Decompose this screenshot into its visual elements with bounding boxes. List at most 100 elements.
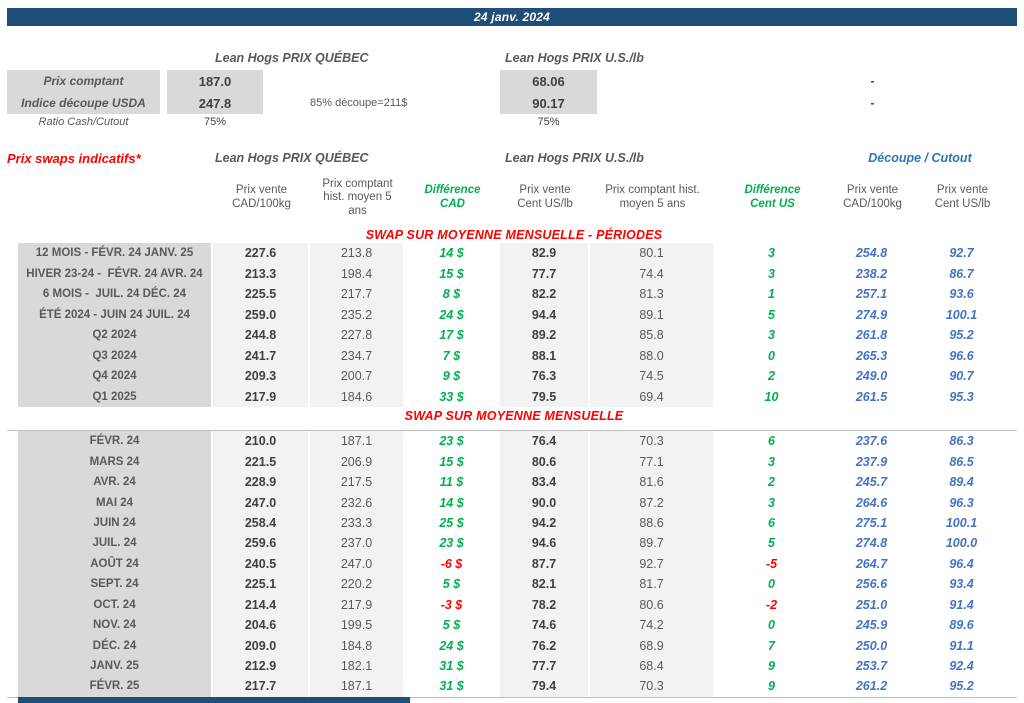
cutout-us: 100.1 bbox=[915, 512, 1010, 534]
difference-cad: 24 $ bbox=[405, 304, 500, 325]
us-prix-vente: 79.5 bbox=[500, 386, 590, 407]
cutout-cad: 261.8 bbox=[830, 325, 915, 346]
cutout-us: 95.2 bbox=[915, 676, 1010, 697]
decoupe-note: 85% découpe=211$ bbox=[310, 97, 408, 109]
qc-hist-moyen: 213.8 bbox=[310, 243, 405, 264]
prix-comptant-qc-value: 187.0 bbox=[167, 70, 263, 92]
bottom-section-bar bbox=[18, 697, 410, 703]
difference-us: 9 bbox=[715, 676, 830, 697]
us-hist-moyen: 68.4 bbox=[590, 655, 715, 677]
difference-cad: 9 $ bbox=[405, 366, 500, 387]
monthly-section-title: SWAP SUR MOYENNE MENSUELLE bbox=[404, 409, 624, 423]
qc-prix-vente: 240.5 bbox=[213, 553, 310, 575]
row-label: MARS 24 bbox=[18, 451, 213, 472]
us-prix-vente: 74.6 bbox=[500, 614, 590, 636]
us-hist-moyen: 85.8 bbox=[590, 325, 715, 346]
us-hist-moyen: 89.1 bbox=[590, 304, 715, 325]
row-label: FÉVR. 25 bbox=[18, 676, 213, 697]
top-us-header: Lean Hogs PRIX U.S./lb bbox=[505, 51, 644, 65]
row-label: JUIL. 24 bbox=[18, 533, 213, 554]
difference-cad: -6 $ bbox=[405, 553, 500, 575]
row-label: NOV. 24 bbox=[18, 614, 213, 636]
difference-us: 3 bbox=[715, 263, 830, 284]
difference-cad: 5 $ bbox=[405, 574, 500, 595]
row-label: ÉTÉ 2024 - JUIN 24 JUIL. 24 bbox=[18, 304, 213, 325]
qc-hist-moyen: 200.7 bbox=[310, 366, 405, 387]
row-label: Q3 2024 bbox=[18, 345, 213, 366]
qc-prix-vente: 247.0 bbox=[213, 492, 310, 513]
qc-hist-moyen: 220.2 bbox=[310, 574, 405, 595]
us-prix-vente: 78.2 bbox=[500, 594, 590, 615]
us-hist-moyen: 69.4 bbox=[590, 386, 715, 407]
difference-us: 3 bbox=[715, 243, 830, 264]
qc-prix-vente: 209.0 bbox=[213, 635, 310, 656]
us-prix-vente: 89.2 bbox=[500, 325, 590, 346]
difference-cad: 31 $ bbox=[405, 676, 500, 697]
qc-hist-moyen: 227.8 bbox=[310, 325, 405, 346]
cutout-cad: 274.8 bbox=[830, 533, 915, 554]
qc-hist-moyen: 182.1 bbox=[310, 655, 405, 677]
difference-us: 1 bbox=[715, 284, 830, 305]
qc-prix-vente: 244.8 bbox=[213, 325, 310, 346]
us-prix-vente: 76.2 bbox=[500, 635, 590, 656]
row-label: Q2 2024 bbox=[18, 325, 213, 346]
cutout-cad: 275.1 bbox=[830, 512, 915, 534]
difference-us: 0 bbox=[715, 614, 830, 636]
cutout-cad: 257.1 bbox=[830, 284, 915, 305]
cutout-us: 92.7 bbox=[915, 243, 1010, 264]
row-label: JANV. 25 bbox=[18, 655, 213, 677]
qc-prix-vente: 217.9 bbox=[213, 386, 310, 407]
difference-us: 5 bbox=[715, 533, 830, 554]
us-prix-vente: 82.9 bbox=[500, 243, 590, 264]
cutout-cad: 245.9 bbox=[830, 614, 915, 636]
qc-prix-vente: 204.6 bbox=[213, 614, 310, 636]
row-label: OCT. 24 bbox=[18, 594, 213, 615]
us-prix-vente: 94.4 bbox=[500, 304, 590, 325]
prix-comptant-label: Prix comptant bbox=[7, 70, 160, 92]
qc-prix-vente: 225.1 bbox=[213, 574, 310, 595]
row-label: HIVER 23-24 - FÉVR. 24 AVR. 24 bbox=[18, 263, 213, 284]
ratio-us-value: 75% bbox=[537, 116, 560, 128]
qc-prix-vente: 259.6 bbox=[213, 533, 310, 554]
column-header-spacer bbox=[18, 170, 213, 226]
qc-hist-moyen: 217.7 bbox=[310, 284, 405, 305]
qc-hist-moyen: 233.3 bbox=[310, 512, 405, 534]
col-header-qc-prix-vente: Prix vente CAD/100kg bbox=[232, 184, 291, 210]
difference-cad: 23 $ bbox=[405, 533, 500, 554]
row-label: Q1 2025 bbox=[18, 386, 213, 407]
ratio-qc-value: 75% bbox=[203, 116, 227, 128]
cutout-us: 93.4 bbox=[915, 574, 1010, 595]
top-quebec-header: Lean Hogs PRIX QUÉBEC bbox=[215, 51, 369, 65]
qc-prix-vente: 210.0 bbox=[213, 431, 310, 452]
cutout-us: 100.0 bbox=[915, 533, 1010, 554]
difference-cad: -3 $ bbox=[405, 594, 500, 615]
row-label: JUIN 24 bbox=[18, 512, 213, 534]
indice-decoupe-qc-value: 247.8 bbox=[167, 92, 263, 114]
us-prix-vente: 82.1 bbox=[500, 574, 590, 595]
monthly-top-rule bbox=[7, 430, 1017, 431]
cutout-us: 86.7 bbox=[915, 263, 1010, 284]
qc-hist-moyen: 187.1 bbox=[310, 431, 405, 452]
us-hist-moyen: 74.5 bbox=[590, 366, 715, 387]
cutout-cad: 250.0 bbox=[830, 635, 915, 656]
decoupe-cutout-header: Découpe / Cutout bbox=[868, 151, 972, 165]
us-hist-moyen: 92.7 bbox=[590, 553, 715, 575]
qc-hist-moyen: 184.6 bbox=[310, 386, 405, 407]
us-prix-vente: 88.1 bbox=[500, 345, 590, 366]
cutout-cad: 274.9 bbox=[830, 304, 915, 325]
difference-us: 3 bbox=[715, 492, 830, 513]
us-prix-vente: 87.7 bbox=[500, 553, 590, 575]
us-hist-moyen: 88.6 bbox=[590, 512, 715, 534]
us-hist-moyen: 80.1 bbox=[590, 243, 715, 264]
cutout-cad: 245.7 bbox=[830, 471, 915, 493]
qc-prix-vente: 213.3 bbox=[213, 263, 310, 284]
monthly-table: FÉVR. 24 210.0 187.1 23 $76.4 70.3 6 237.6 86.3… bbox=[18, 431, 1010, 697]
qc-prix-vente: 225.5 bbox=[213, 284, 310, 305]
ratio-cash-cutout-label: Ratio Cash/Cutout bbox=[38, 116, 129, 128]
prix-swaps-title: Prix swaps indicatifs* bbox=[7, 151, 141, 166]
qc-hist-moyen: 232.6 bbox=[310, 492, 405, 513]
cutout-us: 86.3 bbox=[915, 431, 1010, 452]
difference-us: 6 bbox=[715, 512, 830, 534]
difference-cad: 15 $ bbox=[405, 263, 500, 284]
cutout-us: 93.6 bbox=[915, 284, 1010, 305]
